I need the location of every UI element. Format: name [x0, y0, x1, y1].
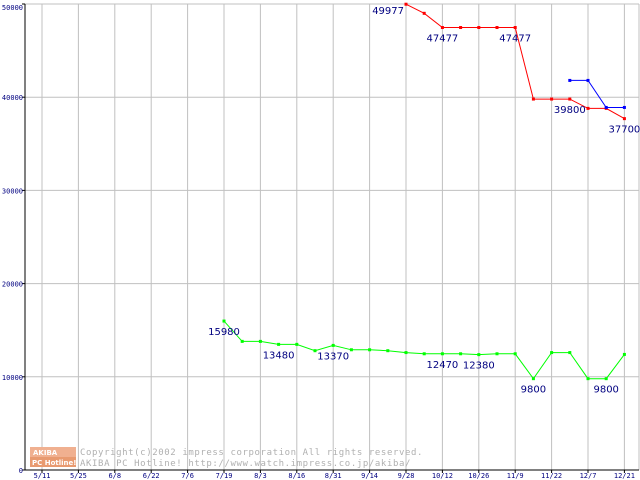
data-point — [531, 97, 535, 101]
data-point — [258, 339, 262, 343]
data-point — [622, 105, 626, 109]
data-point — [459, 26, 463, 30]
data-point — [622, 352, 626, 356]
series-line-1 — [569, 79, 625, 108]
logo-text-top: AKIBA — [33, 449, 58, 457]
x-tick-label: 8/3 — [254, 472, 267, 480]
y-tick-label: 40000 — [2, 94, 23, 102]
data-point — [586, 106, 590, 110]
copyright-line: Copyright(c)2002 impress corporation All… — [80, 448, 423, 458]
watermark: AKIBA PC Hotline! Copyright(c)2002 impre… — [30, 447, 423, 469]
logo-text-bottom: PC Hotline! — [32, 459, 76, 467]
data-point — [404, 351, 408, 355]
data-label: 39800 — [554, 105, 586, 116]
data-point — [422, 352, 426, 356]
x-tick-label: 12/7 — [580, 472, 597, 480]
data-label: 13370 — [317, 351, 349, 362]
data-point — [495, 352, 499, 356]
data-labels: 49977 47477 47477 39800 37700 15980 13480 13370… — [208, 6, 640, 395]
y-tick-label: 0 — [19, 467, 23, 475]
y-axis-ticks: 0 10000 20000 30000 40000 50000 — [2, 4, 23, 475]
data-label: 37700 — [608, 125, 640, 136]
data-label: 49977 — [372, 6, 404, 17]
data-label: 15980 — [208, 327, 240, 338]
logo-box-top — [30, 447, 76, 457]
data-label: 9800 — [593, 385, 618, 396]
data-point — [331, 343, 335, 347]
data-point — [368, 348, 372, 352]
x-tick-label: 5/11 — [34, 472, 51, 480]
data-point — [550, 351, 554, 355]
x-tick-label: 6/22 — [143, 472, 160, 480]
data-point — [349, 348, 353, 352]
x-tick-label: 10/26 — [468, 472, 489, 480]
x-tick-label: 5/25 — [70, 472, 87, 480]
data-point — [440, 26, 444, 30]
data-point — [240, 339, 244, 343]
data-point — [568, 351, 572, 355]
data-point — [404, 2, 408, 6]
data-point — [277, 342, 281, 346]
x-tick-label: 9/14 — [361, 472, 378, 480]
x-axis-ticks: 5/11 5/25 6/8 6/22 7/6 7/19 8/3 8/16 8/31 9/14 9/2… — [34, 472, 635, 480]
grid — [25, 3, 640, 470]
series — [222, 2, 626, 381]
x-tick-label: 7/6 — [181, 472, 194, 480]
data-point — [568, 97, 572, 101]
data-point — [550, 97, 554, 101]
data-label: 12380 — [463, 361, 495, 372]
x-tick-label: 12/21 — [614, 472, 635, 480]
data-label: 12470 — [426, 360, 458, 371]
y-tick-label: 10000 — [2, 374, 23, 382]
data-point — [386, 349, 390, 353]
axes — [22, 3, 639, 473]
y-tick-label: 30000 — [2, 187, 23, 195]
y-tick-label: 20000 — [2, 281, 23, 289]
data-point — [568, 78, 572, 82]
data-label: 13480 — [263, 350, 295, 361]
data-point — [604, 377, 608, 381]
url-line: AKIBA PC Hotline! http://www.watch.impre… — [80, 459, 411, 469]
x-tick-label: 10/12 — [432, 472, 453, 480]
data-point — [459, 352, 463, 356]
data-point — [422, 11, 426, 15]
x-tick-label: 9/28 — [398, 472, 415, 480]
logo-box-bottom — [30, 457, 76, 467]
x-tick-label: 8/16 — [288, 472, 305, 480]
data-point — [495, 26, 499, 30]
data-point — [513, 26, 517, 30]
x-tick-label: 11/22 — [541, 472, 562, 480]
data-label: 47477 — [499, 34, 531, 45]
data-point — [222, 319, 226, 323]
x-tick-label: 6/8 — [108, 472, 121, 480]
data-point — [513, 352, 517, 356]
data-point — [531, 377, 535, 381]
data-point — [477, 26, 481, 30]
x-tick-label: 7/19 — [216, 472, 233, 480]
data-point — [477, 353, 481, 357]
data-point — [440, 352, 444, 356]
data-point — [586, 78, 590, 82]
x-tick-label: 8/31 — [325, 472, 342, 480]
y-tick-label: 50000 — [2, 4, 23, 12]
data-point — [622, 117, 626, 121]
data-point — [586, 377, 590, 381]
data-label: 47477 — [426, 34, 458, 45]
data-point — [313, 349, 317, 353]
data-point — [604, 105, 608, 109]
data-label: 9800 — [521, 385, 546, 396]
data-point — [295, 342, 299, 346]
x-tick-label: 11/9 — [507, 472, 524, 480]
